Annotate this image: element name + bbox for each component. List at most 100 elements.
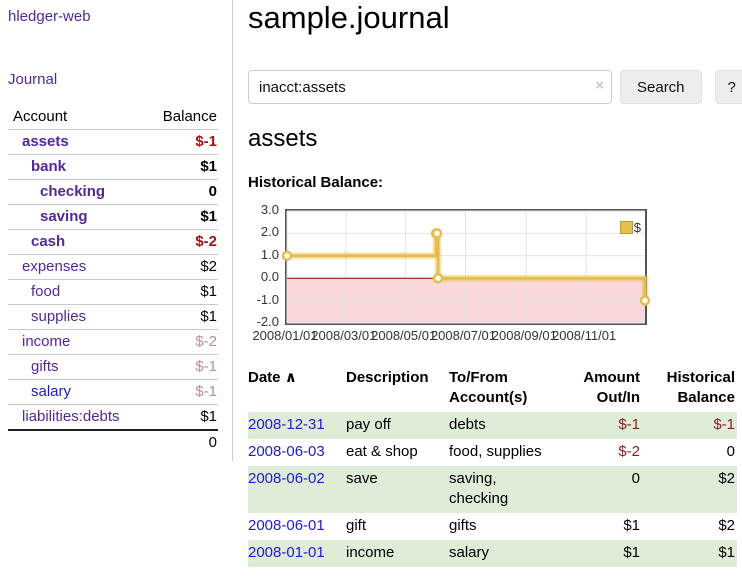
transaction-description: pay off (346, 416, 391, 433)
transaction-date-link[interactable]: 2008-01-01 (248, 544, 325, 561)
transaction-description: income (346, 544, 395, 561)
transaction-accounts: salary (449, 544, 490, 561)
y-axis-tick-label: 0.0 (260, 269, 279, 285)
legend-swatch-icon (619, 221, 633, 234)
account-link-gifts[interactable]: gifts (31, 358, 59, 375)
transaction-balance: $2 (718, 517, 735, 534)
account-row-food: food $1 (8, 279, 218, 305)
account-section-title: assets (248, 125, 318, 152)
account-link-salary[interactable]: salary (31, 383, 72, 400)
clear-search-icon[interactable]: × (595, 77, 604, 94)
transaction-balance: $1 (718, 544, 735, 561)
transaction-accounts: debts (449, 416, 486, 433)
y-axis-tick-label: -1.0 (256, 291, 279, 307)
account-link-saving[interactable]: saving (40, 208, 88, 225)
account-link-checking[interactable]: checking (40, 183, 106, 200)
account-balance: $1 (144, 404, 218, 430)
account-balance: $-2 (144, 329, 218, 355)
account-balance: $-2 (144, 229, 218, 255)
account-balance: $-1 (144, 354, 218, 380)
chart-plot-area: $ (281, 209, 651, 325)
account-row-cash: cash $-2 (8, 229, 218, 255)
transaction-amount: 0 (631, 470, 640, 487)
account-link-food[interactable]: food (31, 283, 61, 300)
transaction-amount: $1 (623, 544, 640, 561)
search-bar: × Search ? (248, 70, 742, 104)
sort-asc-icon: ∧ (284, 369, 297, 386)
register-row: 2008-01-01 income salary $1 $1 (248, 540, 737, 567)
sidebar-nav: Journal (8, 71, 218, 88)
transaction-accounts: saving, checking (449, 470, 509, 507)
x-axis-tick-label: 2008/09/01 (491, 328, 557, 343)
accounts-header-balance: Balance (162, 108, 217, 125)
account-balance: $2 (144, 254, 218, 280)
transaction-amount: $-2 (618, 443, 640, 460)
search-input[interactable] (248, 70, 612, 104)
historical-balance-chart: $ 3.0 2.0 1.0 0.0 -1.0 -2.0 2008/01/01 2008/03/… (248, 203, 651, 344)
account-link-income[interactable]: income (22, 333, 71, 350)
transaction-date-link[interactable]: 2008-06-01 (248, 517, 325, 534)
x-axis-tick-label: 2008/07/01 (430, 328, 497, 343)
transaction-accounts: food, supplies (449, 443, 542, 460)
account-row-expenses: expenses $2 (8, 254, 218, 280)
register-header-accounts: To/From Account(s) (449, 369, 528, 406)
transaction-amount: $1 (623, 517, 640, 534)
account-row-assets: assets $-1 (8, 129, 218, 155)
account-row-gifts: gifts $-1 (8, 354, 218, 380)
brand-link[interactable]: hledger-web (8, 8, 91, 25)
y-axis-tick-label: 1.0 (260, 246, 279, 262)
transaction-description: gift (346, 517, 367, 534)
transaction-balance: $-1 (713, 416, 735, 433)
legend-label: $ (633, 220, 641, 235)
y-axis-tick-label: 2.0 (260, 224, 279, 240)
account-row-bank: bank $1 (8, 154, 218, 180)
account-row-salary: salary $-1 (8, 379, 218, 405)
transaction-accounts: gifts (449, 517, 477, 534)
account-balance: $-1 (144, 379, 218, 405)
x-axis-tick-label: 2008/11/01 (552, 328, 617, 343)
register-row: 2008-06-03 eat & shop food, supplies $-2… (248, 439, 737, 466)
x-axis-tick-label: 2008/03/01 (311, 328, 377, 343)
search-button[interactable]: Search (620, 70, 702, 104)
help-button[interactable]: ? (714, 70, 742, 104)
account-balance: $1 (144, 204, 218, 230)
account-link-expenses[interactable]: expenses (22, 258, 87, 275)
register-header-description: Description (346, 369, 429, 386)
register-row: 2008-12-31 pay off debts $-1 $-1 (248, 412, 737, 439)
transaction-date-link[interactable]: 2008-06-03 (248, 443, 325, 460)
account-balance: 0 (144, 179, 218, 205)
account-link-supplies[interactable]: supplies (31, 308, 87, 325)
x-axis-tick-label: 2008/01/01 (252, 328, 318, 343)
sidebar-item-journal[interactable]: Journal (8, 71, 58, 88)
account-balance: $1 (144, 154, 218, 180)
page: hledger-web Journal Account Balance asse… (0, 0, 742, 567)
main-content: sample.journal × Search ? assets Histori… (233, 0, 742, 567)
account-balance: $1 (144, 279, 218, 305)
register-row: 2008-06-02 save saving, checking 0 $2 (248, 466, 737, 513)
transaction-date-link[interactable]: 2008-06-02 (248, 470, 325, 487)
register-header-balance: Historical Balance (666, 369, 735, 406)
account-row-saving: saving $1 (8, 204, 218, 230)
account-balance: $1 (144, 304, 218, 330)
register-header-amount: Amount Out/In (583, 369, 640, 406)
sidebar: hledger-web Journal Account Balance asse… (0, 0, 233, 461)
transaction-balance: $2 (718, 470, 735, 487)
accounts-total-value: 0 (144, 429, 218, 455)
account-link-cash[interactable]: cash (31, 233, 66, 250)
y-axis-tick-label: -2.0 (256, 314, 279, 329)
account-link-assets[interactable]: assets (22, 133, 69, 150)
account-row-liabilities-debts: liabilities:debts $1 (8, 404, 218, 430)
account-link-bank[interactable]: bank (31, 158, 67, 175)
page-title: sample.journal (248, 0, 450, 35)
chart-title: Historical Balance: (248, 174, 384, 191)
account-row-checking: checking 0 (8, 179, 218, 205)
transaction-balance: 0 (726, 443, 735, 460)
register-header-date[interactable]: Date ∧ (248, 369, 297, 386)
accounts-header-account: Account (13, 108, 68, 125)
transaction-description: save (346, 470, 378, 487)
register-table: Date ∧ Description To/From Account(s) Am… (248, 365, 737, 567)
account-balance: $-1 (144, 129, 218, 155)
accounts-total-row: 0 (8, 429, 218, 455)
account-link-liabilities-debts[interactable]: liabilities:debts (22, 408, 120, 425)
transaction-date-link[interactable]: 2008-12-31 (248, 416, 325, 433)
